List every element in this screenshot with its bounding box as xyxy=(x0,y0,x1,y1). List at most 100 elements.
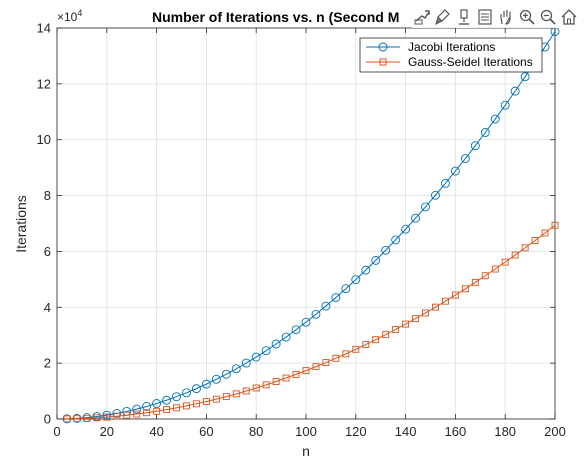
data-point xyxy=(162,395,172,405)
data-point xyxy=(500,100,510,110)
data-point xyxy=(202,398,210,405)
data-point xyxy=(192,400,200,408)
data-point xyxy=(73,415,81,423)
series-gauss-seidel xyxy=(63,221,559,423)
data-point xyxy=(490,114,500,124)
x-tick-label: 20 xyxy=(100,424,114,439)
data-point xyxy=(163,406,171,414)
data-point xyxy=(63,415,71,423)
data-point xyxy=(232,390,240,398)
data-point xyxy=(321,301,331,311)
data-point xyxy=(491,265,499,273)
legend-icon[interactable] xyxy=(475,7,495,27)
legend-marker-gauss-seidel xyxy=(379,58,387,66)
data-point xyxy=(251,352,261,362)
y-tick-label: 4 xyxy=(44,300,51,315)
data-point xyxy=(152,399,162,408)
legend[interactable]: Jacobi Iterations Gauss-Seidel Iteration… xyxy=(359,37,543,73)
data-point xyxy=(201,379,211,389)
data-point xyxy=(173,404,180,412)
data-point xyxy=(531,237,539,244)
data-point xyxy=(272,378,280,385)
data-point xyxy=(142,402,152,411)
data-point xyxy=(342,350,350,358)
pan-icon[interactable] xyxy=(496,7,516,27)
zoom-out-icon[interactable] xyxy=(538,7,558,27)
y-tick-labels: 0 2 4 6 8 10 12 14 xyxy=(37,21,51,427)
zoom-in-icon[interactable] xyxy=(517,7,537,27)
data-point xyxy=(123,411,131,419)
data-point xyxy=(222,393,230,401)
x-tick-label: 180 xyxy=(494,424,516,439)
data-point xyxy=(432,303,439,311)
y-tick-label: 8 xyxy=(44,188,51,203)
data-point xyxy=(133,410,141,418)
data-point xyxy=(520,72,530,82)
y-tick-label: 10 xyxy=(37,132,51,147)
legend-box xyxy=(359,37,543,73)
data-point xyxy=(103,413,111,421)
data-point xyxy=(301,317,311,327)
data-point xyxy=(242,387,250,395)
data-point xyxy=(302,367,310,375)
y-axis-label: Iterations xyxy=(13,195,29,253)
data-point xyxy=(153,407,161,415)
data-point xyxy=(241,358,251,368)
x-tick-label: 120 xyxy=(345,424,367,439)
data-point xyxy=(480,128,490,137)
data-point xyxy=(460,154,470,163)
home-icon[interactable] xyxy=(559,7,579,27)
data-point xyxy=(322,359,330,366)
data-point xyxy=(221,369,231,379)
data-point xyxy=(401,224,411,234)
x-tick-label: 140 xyxy=(395,424,417,439)
data-point xyxy=(262,381,270,389)
data-point xyxy=(211,374,221,384)
x-axis-label: n xyxy=(302,443,310,459)
data-point xyxy=(132,404,142,414)
data-point xyxy=(382,331,390,339)
x-tick-labels: 0 20 40 60 80 100 120 140 160 180 200 xyxy=(53,424,565,439)
data-point xyxy=(331,293,341,302)
x-tick-label: 200 xyxy=(544,424,566,439)
data-point xyxy=(292,370,300,378)
data-point xyxy=(93,414,101,422)
export-icon[interactable] xyxy=(412,7,432,27)
data-point xyxy=(391,235,401,245)
y-tick-label: 12 xyxy=(37,76,51,91)
data-point xyxy=(510,86,520,96)
data-point xyxy=(261,346,271,356)
legend-marker-jacobi xyxy=(378,42,388,52)
legend-label-gauss-seidel: Gauss-Seidel Iterations xyxy=(408,55,533,69)
x-tick-label: 40 xyxy=(149,424,163,439)
data-point xyxy=(352,345,360,353)
data-point xyxy=(281,332,291,342)
data-point xyxy=(440,178,450,188)
y-tick-label: 2 xyxy=(44,356,51,371)
x-tick-label: 160 xyxy=(445,424,467,439)
data-point xyxy=(521,244,529,252)
data-point xyxy=(113,412,121,420)
data-point xyxy=(351,275,361,285)
series-layer xyxy=(62,27,560,424)
data-point xyxy=(371,255,381,265)
data-point xyxy=(112,408,122,418)
data-point xyxy=(501,258,509,266)
data-point xyxy=(441,297,449,305)
data-tips-icon[interactable] xyxy=(454,7,474,27)
data-point xyxy=(332,354,340,362)
data-point xyxy=(551,221,559,229)
data-point xyxy=(470,141,480,151)
data-point xyxy=(282,374,290,382)
y-tick-label: 0 xyxy=(44,412,51,427)
data-point xyxy=(291,325,301,335)
data-point xyxy=(421,202,430,212)
data-point xyxy=(182,388,191,398)
brush-icon[interactable] xyxy=(433,7,453,27)
data-point xyxy=(402,320,410,328)
data-point xyxy=(411,213,421,223)
data-point xyxy=(451,291,459,299)
data-point xyxy=(362,341,370,349)
y-axis-exponent: ×104 xyxy=(57,8,82,24)
